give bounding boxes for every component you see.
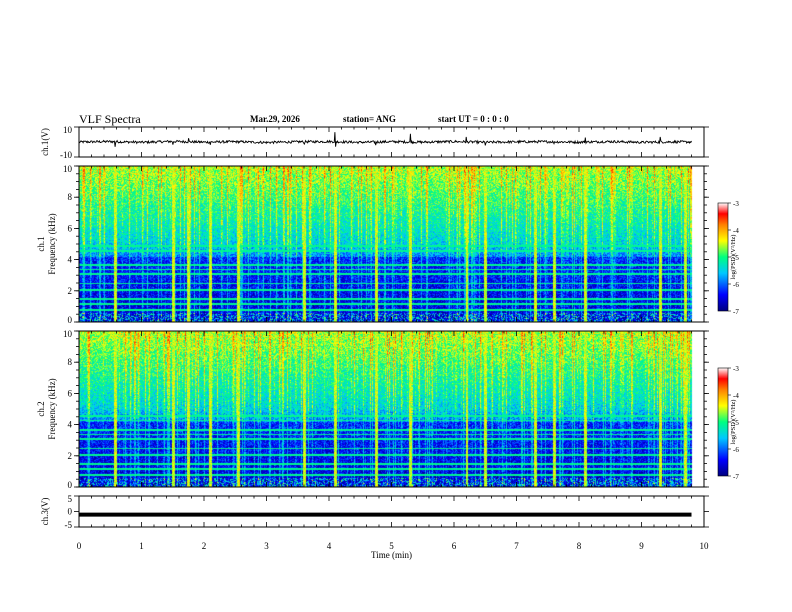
ch3-waveform-ylabel: ch.3(V) [40,498,50,526]
ch2-spectrogram-ytick-label: 0 [68,480,73,490]
ch2-spectrogram-ylabel: Frequency (kHz) [47,378,57,439]
ch1-spectrogram-colorbar-label: log(PSD)(V²/Hz) [730,235,737,280]
ch1-waveform-ytick-label: -10 [60,150,72,160]
ch2-spectrogram-colorbar-tick-label: -3 [733,365,739,373]
ch2-spectrogram-ytick-label: 4 [68,420,73,430]
ch2-spectrogram-colorbar-tick-label: -5 [733,419,739,427]
ch2-spectrogram-ytick-label: 8 [68,357,73,367]
ch2-spectrogram-ytick-label: 6 [68,388,73,398]
ch2-spectrogram-ytick-label: 2 [68,451,73,461]
ch3-waveform-ytick-label: -5 [65,520,73,530]
ch1-spectrogram-ylabel: Frequency (kHz) [47,213,57,274]
ch1-spectrogram-image [79,166,704,322]
ch2-spectrogram-colorbar-tick-label: -4 [733,392,739,400]
ch1-spectrogram-ytick-label: 8 [68,192,73,202]
ch3-waveform-ytick-label: 5 [68,494,73,504]
ch1-spectrogram-ytick-label: 0 [68,315,73,325]
ch1-spectrogram-colorbar-tick-label: -4 [733,227,739,235]
ch1-spectrogram-ytick-label: 10 [63,164,73,174]
x-tick-label: 2 [202,541,207,551]
ch2-spectrogram-ytick-label: 10 [63,329,73,339]
x-tick-label: 5 [389,541,394,551]
x-tick-label: 4 [327,541,332,551]
ch1-spectrogram-colorbar-tick-label: -6 [733,281,739,289]
x-tick-label: 8 [577,541,582,551]
ch1-spectrogram-colorbar [717,202,729,312]
x-tick-label: 9 [639,541,644,551]
ch1-waveform-ylabel: ch.1(V) [40,128,50,156]
ch2-spectrogram-colorbar-tick-label: -7 [733,473,739,481]
x-tick-label: 10 [700,541,710,551]
ch1-spectrogram-ytick-label: 4 [68,255,73,265]
date-label: Mar.29, 2026 [250,114,300,124]
chart-title: VLF Spectra [79,112,141,126]
ch1-spectrogram-colorbar-tick-label: -5 [733,254,739,262]
ch2-spectrogram-colorbar-label: log(PSD)(V²/Hz) [730,400,737,445]
start-time-label: start UT = 0 : 0 : 0 [438,114,509,124]
ch2-spectrogram-colorbar [717,367,729,477]
ch1-spectrogram-ylabel-channel: ch.1 [36,236,46,251]
ch2-spectrogram-ylabel-channel: ch.2 [36,401,46,416]
ch1-spectrogram-ytick-label: 2 [68,286,73,296]
x-tick-label: 0 [77,541,82,551]
x-axis-label: Time (min) [371,550,412,560]
x-tick-label: 3 [264,541,269,551]
ch3-waveform-ytick-label: 0 [68,507,73,517]
ch1-spectrogram-colorbar-tick-label: -3 [733,200,739,208]
station-label: station= ANG [343,114,396,124]
x-tick-label: 7 [514,541,519,551]
ch2-spectrogram-colorbar-tick-label: -6 [733,446,739,454]
ch1-spectrogram-ytick-label: 6 [68,223,73,233]
x-tick-label: 1 [139,541,144,551]
x-tick-label: 6 [452,541,457,551]
ch1-waveform-ytick-label: 10 [63,125,73,135]
ch1-waveform-trace [78,132,692,147]
ch1-spectrogram-colorbar-tick-label: -7 [733,308,739,316]
ch2-spectrogram-image [79,331,704,487]
